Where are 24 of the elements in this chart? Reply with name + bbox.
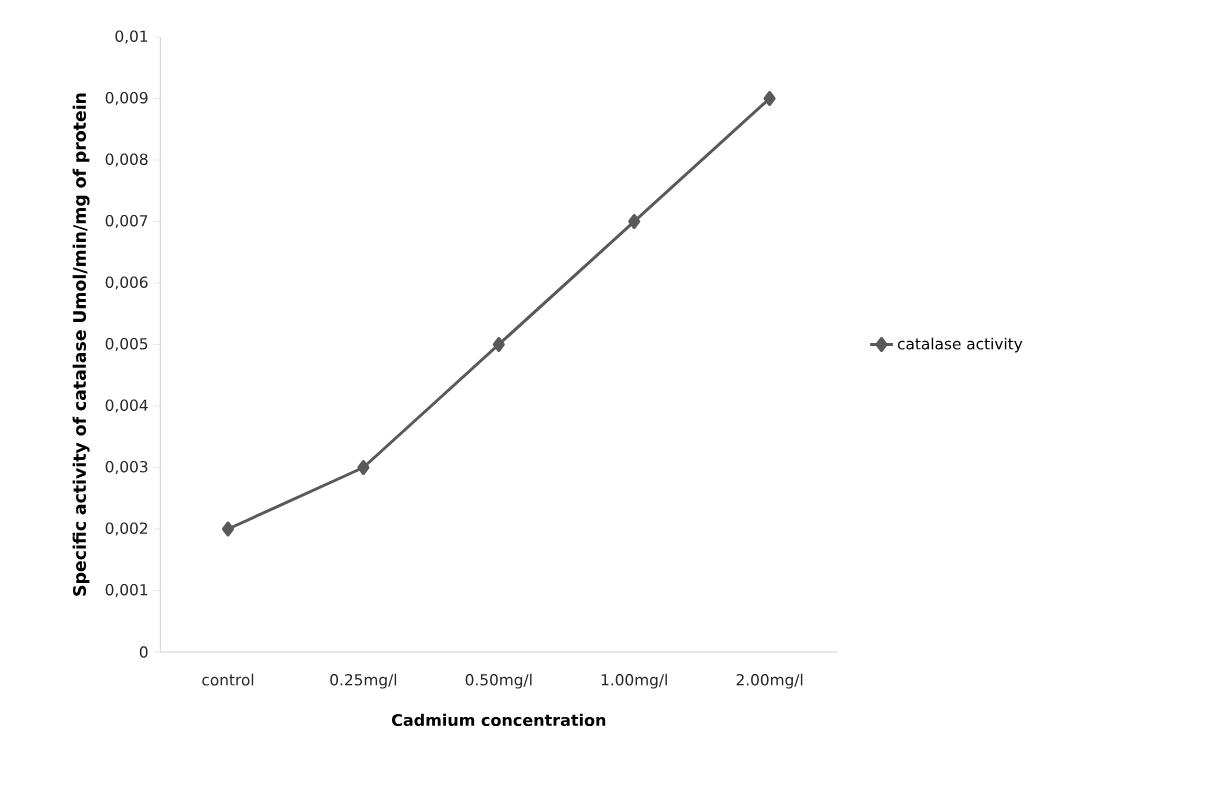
- y-tick-label: 0,004: [105, 399, 148, 413]
- x-axis-title: Cadmium concentration: [391, 713, 606, 727]
- x-tick-label: 0.50mg/l: [465, 673, 532, 689]
- legend-label: catalase activity: [897, 337, 1023, 353]
- point: [357, 460, 370, 475]
- x-tick-label: 2.00mg/l: [736, 673, 803, 689]
- point: [222, 521, 235, 537]
- y-tick-label: 0,006: [105, 276, 148, 290]
- y-tick-label: 0: [139, 646, 148, 658]
- point: [628, 214, 641, 229]
- y-tick-label: 0,001: [105, 583, 148, 598]
- x-tick-label: 0.25mg/l: [330, 673, 397, 689]
- y-tick-label: 0,009: [105, 91, 148, 106]
- y-tick-label: 0,002: [105, 522, 148, 536]
- point: [492, 337, 505, 352]
- y-axis-title: Specific activity of catalase Umol/min/mg of protein: [72, 93, 90, 596]
- point: [763, 91, 776, 106]
- y-tick-label: 0,01: [115, 30, 148, 44]
- y-tick-label: 0,003: [105, 460, 148, 475]
- x-tick-label: 1.00mg/l: [601, 673, 667, 689]
- y-tick-label: 0,007: [105, 214, 148, 229]
- y-tick-label: 0,008: [105, 153, 148, 167]
- y-tick-label: 0,005: [105, 337, 148, 352]
- x-tick-label: control: [202, 673, 254, 686]
